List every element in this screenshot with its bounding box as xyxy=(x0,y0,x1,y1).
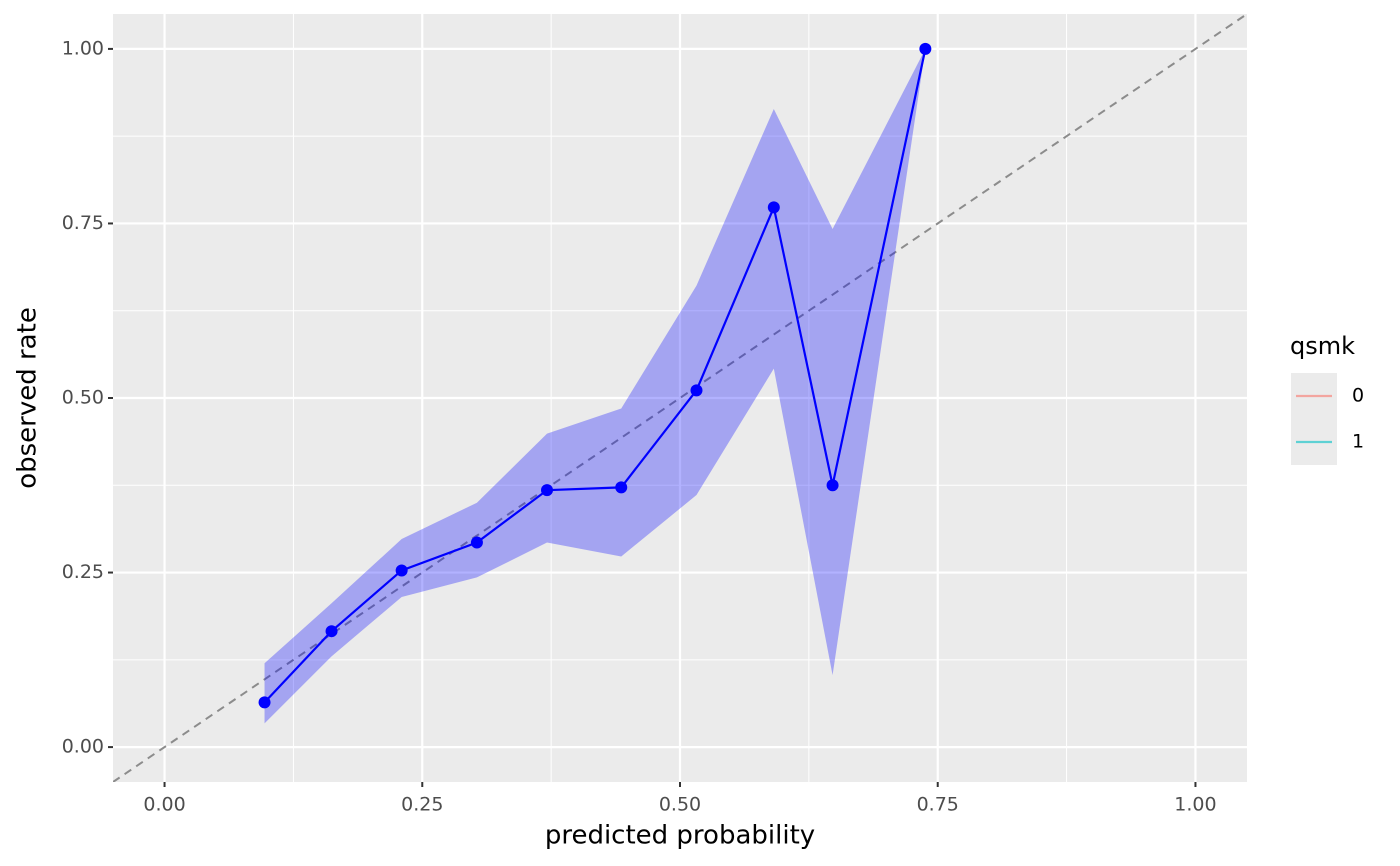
legend-label: 0 xyxy=(1352,385,1364,407)
line xyxy=(263,48,927,704)
x-axis-title: predicted probability xyxy=(545,821,815,851)
point xyxy=(395,564,408,577)
grid xyxy=(113,14,1247,782)
y-axis-title: observed rate xyxy=(13,307,43,489)
y-tick-label: 0.75 xyxy=(62,212,104,234)
axes: 0.00 0.25 0.50 0.75 1.00 0.00 0.25 0.50 0.75 1.00 xyxy=(62,37,1217,815)
point xyxy=(690,384,703,397)
point xyxy=(919,42,932,55)
point xyxy=(325,625,338,638)
point xyxy=(826,479,839,492)
point xyxy=(258,696,271,709)
x-tick-label: 0.75 xyxy=(917,794,959,816)
x-tick-label: 0.00 xyxy=(143,794,185,816)
legend-label: 1 xyxy=(1352,431,1364,453)
point xyxy=(470,536,483,549)
y-tick-label: 0.25 xyxy=(62,561,104,583)
legend: qsmk 0 1 xyxy=(1290,332,1364,465)
legend-title: qsmk xyxy=(1290,332,1355,360)
y-tick-label: 0.00 xyxy=(62,736,104,758)
confidence-band xyxy=(264,48,926,724)
x-tick-label: 0.25 xyxy=(401,794,443,816)
point xyxy=(541,484,554,497)
plot-area xyxy=(113,14,1247,782)
x-tick-label: 1.00 xyxy=(1174,794,1216,816)
y-tick-label: 0.50 xyxy=(62,387,104,409)
point xyxy=(767,201,780,214)
point xyxy=(615,481,628,494)
y-tick-label: 1.00 xyxy=(62,37,104,59)
reference-line xyxy=(113,14,1247,782)
x-tick-label: 0.50 xyxy=(659,794,701,816)
